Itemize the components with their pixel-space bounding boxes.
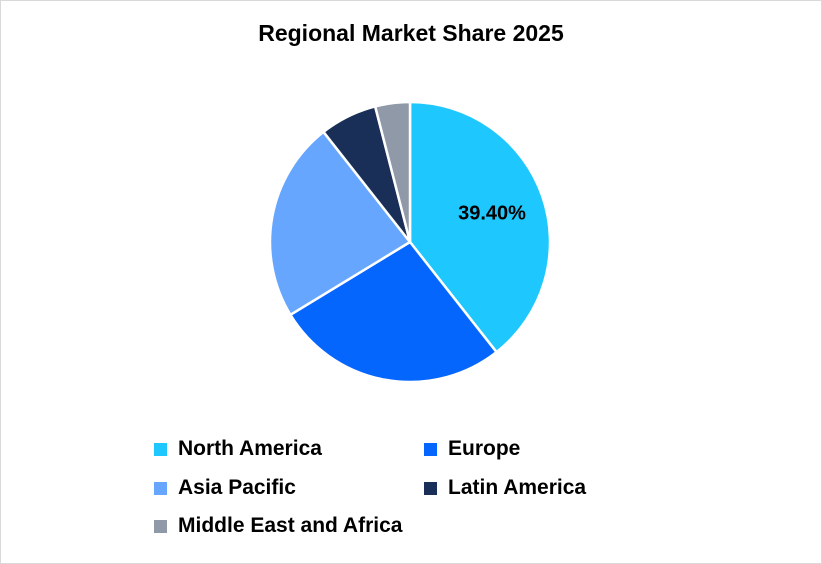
pie-slices bbox=[268, 100, 552, 384]
pie-data-labels: 39.40% bbox=[458, 203, 526, 225]
pie-slice-north-america bbox=[408, 100, 552, 354]
pie-slice-asia-pacific bbox=[268, 130, 412, 317]
chart-title: Regional Market Share 2025 bbox=[258, 20, 564, 46]
data-label-north-america: 39.40% bbox=[458, 203, 526, 225]
pie-slice-europe bbox=[289, 240, 498, 384]
pie-slice-middle-east-and-africa bbox=[373, 100, 412, 244]
